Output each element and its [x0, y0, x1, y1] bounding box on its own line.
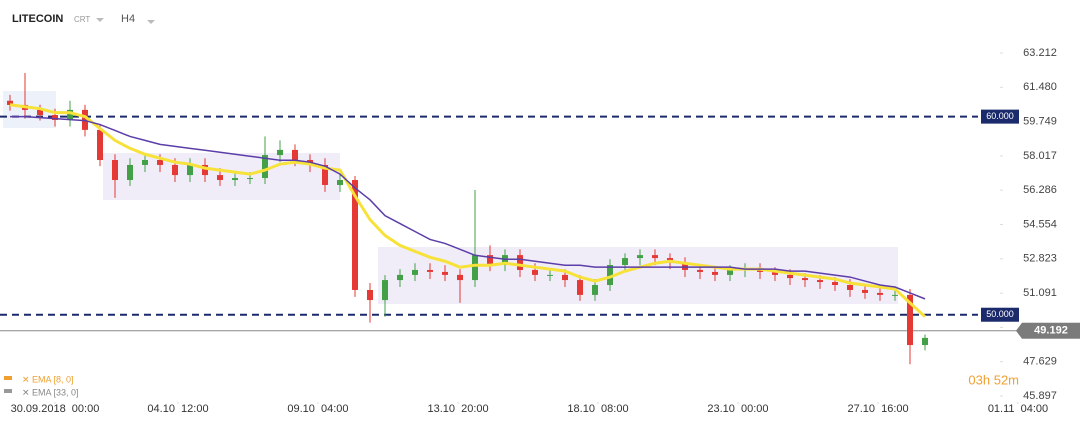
- candle-body: [652, 255, 659, 259]
- candle-body: [322, 164, 329, 185]
- candle-body: [922, 337, 929, 346]
- y-tick-label: 63.212: [1023, 47, 1057, 59]
- source: CRT: [74, 15, 90, 24]
- candle-body: [892, 294, 899, 296]
- candle-body: [172, 164, 179, 176]
- y-tick-label: 58.017: [1023, 150, 1057, 162]
- candle-body: [502, 255, 509, 266]
- level-badge: [981, 307, 1019, 322]
- candle-body: [187, 164, 194, 176]
- y-tick-label: 54.554: [1023, 218, 1057, 230]
- ema-line: [10, 115, 926, 300]
- x-tick-label: 30.09.2018 00:00: [11, 403, 100, 415]
- candle-body: [397, 274, 404, 281]
- candle-body: [682, 262, 689, 270]
- candle-body: [382, 280, 389, 301]
- candle-body: [7, 100, 14, 105]
- candle-body: [772, 271, 779, 275]
- y-tick-label: 52.823: [1023, 253, 1057, 265]
- x-tick-label: 04.10 12:00: [147, 403, 208, 415]
- y-tick-label: 61.480: [1023, 81, 1057, 93]
- candle-body: [472, 255, 479, 281]
- candle-timer: 03h 52m: [968, 372, 1019, 387]
- candle-body: [52, 115, 59, 120]
- candle-body: [862, 289, 869, 293]
- x-tick-label: 27.10 16:00: [847, 403, 908, 415]
- candle-body: [547, 274, 554, 276]
- current-price-label: 49.192: [1034, 325, 1068, 337]
- x-tick-label: 18.10 08:00: [567, 403, 628, 415]
- current-price-badge: [1022, 322, 1080, 339]
- candle-body: [202, 164, 209, 176]
- interval[interactable]: H4: [121, 13, 135, 25]
- legend-entry: EMA [8, 0]: [32, 374, 74, 384]
- candle-body: [337, 180, 344, 185]
- candle-body: [37, 109, 44, 116]
- candle-body: [412, 269, 419, 275]
- legend-remove-icon[interactable]: ✕: [22, 387, 30, 397]
- candle-body: [907, 294, 914, 346]
- candle-body: [532, 269, 539, 275]
- legend-entry: EMA [33, 0]: [32, 387, 79, 397]
- candle-body: [727, 269, 734, 275]
- candle-body: [232, 178, 239, 181]
- y-tick-label: 59.749: [1023, 116, 1057, 128]
- candle-body: [457, 274, 464, 281]
- x-tick-label: 13.10 20:00: [427, 403, 488, 415]
- candle-body: [427, 269, 434, 272]
- current-price-pointer: [1016, 322, 1022, 339]
- candle-body: [352, 180, 359, 290]
- dropdown-icon[interactable]: [147, 20, 155, 24]
- x-tick-label: 09.10 04:00: [287, 403, 348, 415]
- candle-body: [217, 175, 224, 181]
- candle-body: [832, 282, 839, 286]
- candle-body: [577, 280, 584, 295]
- candle-body: [712, 271, 719, 275]
- candle-body: [817, 280, 824, 283]
- candle-body: [697, 269, 704, 272]
- candle-body: [97, 129, 104, 161]
- candle-body: [367, 289, 374, 301]
- y-tick-label: 47.629: [1023, 356, 1057, 368]
- candle-body: [442, 271, 449, 275]
- y-tick-label: 51.091: [1023, 287, 1057, 299]
- level-label: 60.000: [986, 111, 1014, 121]
- y-tick-label: 56.286: [1023, 184, 1057, 196]
- candle-body: [127, 164, 134, 181]
- candle-body: [247, 178, 254, 180]
- candle-body: [517, 255, 524, 270]
- level-badge: [981, 109, 1019, 124]
- legend-remove-icon[interactable]: ✕: [22, 374, 30, 384]
- legend-icon: [4, 389, 12, 393]
- candle-body: [847, 285, 854, 290]
- x-tick-label: 23.10 00:00: [707, 403, 768, 415]
- candle-body: [292, 149, 299, 161]
- legend-icon: [4, 376, 12, 380]
- candle-body: [622, 258, 629, 266]
- candle-body: [562, 274, 569, 281]
- candle-body: [592, 285, 599, 295]
- candle-body: [277, 149, 284, 156]
- candle-body: [262, 155, 269, 179]
- dropdown-icon[interactable]: [96, 18, 104, 22]
- candle-body: [142, 160, 149, 165]
- chart-title: LITECOIN: [12, 13, 63, 25]
- candle-body: [787, 274, 794, 279]
- candle-body: [487, 255, 494, 266]
- candle-body: [802, 278, 809, 281]
- candle-body: [112, 160, 119, 181]
- y-tick-label: 45.897: [1023, 390, 1057, 402]
- ema-line: [9, 103, 927, 318]
- candle-body: [637, 255, 644, 259]
- x-tick-label: 01.11 04:00: [988, 403, 1048, 415]
- candle-body: [157, 160, 164, 165]
- candle-body: [877, 292, 884, 295]
- candle-body: [607, 265, 614, 286]
- plot-area: [0, 73, 1022, 365]
- level-label: 50.000: [986, 309, 1014, 319]
- candle-body: [67, 109, 74, 120]
